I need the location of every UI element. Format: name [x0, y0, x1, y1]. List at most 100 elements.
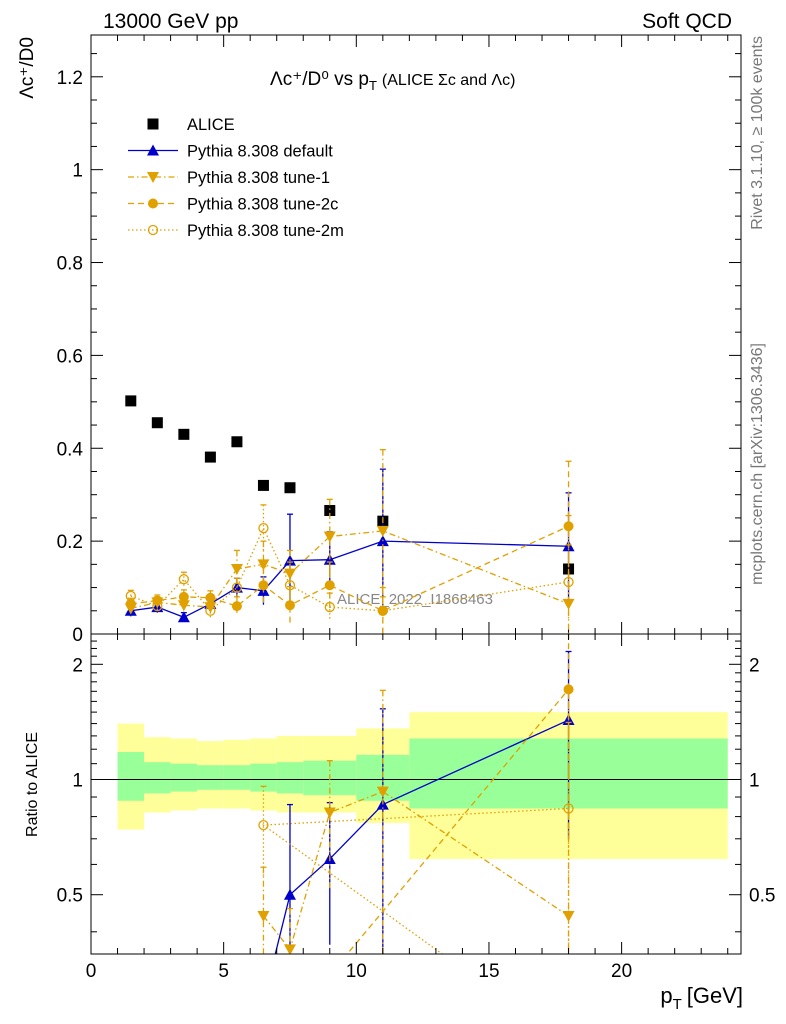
x-tick-label: 15	[478, 961, 499, 982]
legend-label-alice: ALICE	[187, 116, 235, 134]
main-y-tick-label: 1	[72, 161, 83, 182]
ratio-frame	[90, 633, 742, 955]
legend-item-tune2m: Pythia 8.308 tune-2m	[128, 222, 344, 240]
main-y-tick-label: 0.2	[57, 532, 83, 553]
series-line-tune2c	[130, 525, 569, 612]
ratio-point-tune1	[257, 910, 270, 922]
ratio-point-tune1	[376, 786, 389, 798]
x-axis-label: pT [GeV]	[660, 983, 743, 1013]
point-alice	[324, 504, 336, 516]
point-alice	[231, 436, 243, 448]
point-tune2m	[324, 601, 335, 613]
point-tune1	[230, 563, 243, 575]
point-tune2c	[178, 591, 189, 602]
legend-item-tune1: Pythia 8.308 tune-1	[128, 169, 330, 187]
point-tune2m	[125, 590, 136, 602]
point-alice	[284, 482, 296, 494]
legend-marker-tune1	[147, 172, 159, 183]
main-y-tick-label: 1.2	[57, 68, 83, 89]
point-tune2m	[258, 522, 269, 534]
ratio-point-tune1	[323, 807, 336, 819]
x-axis-label-unit: [GeV]	[687, 983, 743, 1008]
ratio-y-tick-label: 1	[72, 771, 83, 792]
x-tick-label: 20	[611, 961, 632, 982]
point-tune2c	[231, 601, 242, 612]
point-tune2m	[152, 600, 163, 612]
ratio-point-tune1	[283, 944, 296, 954]
series-alice	[125, 395, 575, 575]
uncertainty-band-green	[197, 765, 224, 790]
legend-item-alice: ALICE	[147, 116, 235, 134]
ratio-point-tune1	[562, 910, 575, 922]
point-tune2m	[284, 580, 296, 591]
main-ylabel: Λc⁺/D0	[17, 37, 38, 99]
rivet-label: Rivet 3.1.10, ≥ 100k events	[749, 36, 766, 230]
point-alice	[178, 428, 190, 440]
point-tune2m	[231, 582, 243, 593]
point-alice	[151, 417, 163, 429]
point-tune2c	[125, 598, 136, 609]
uncertainty-band-green	[276, 762, 304, 794]
legend-label-tune1: Pythia 8.308 tune-1	[187, 169, 330, 187]
legend-label-tune2c: Pythia 8.308 tune-2c	[187, 196, 338, 214]
main-title-text: Λc⁺/D⁰ vs p	[270, 69, 369, 90]
ratio-y-tick-label-right: 1	[749, 771, 760, 792]
point-tune2m	[205, 605, 216, 616]
uncertainty-band-green	[117, 752, 145, 801]
point-tune1	[376, 525, 389, 537]
point-tune2c	[324, 580, 335, 591]
uncertainty-band-green	[223, 765, 251, 790]
point-tune2m	[563, 576, 574, 588]
series-line-tune1	[130, 530, 569, 610]
uncertainty-band-green	[144, 762, 171, 794]
legend-marker-alice	[147, 118, 159, 130]
series-tune2m	[125, 504, 574, 625]
point-default	[177, 611, 190, 623]
legend-item-tune2c: Pythia 8.308 tune-2c	[128, 196, 338, 214]
ratio-point-tune2c	[563, 684, 574, 695]
point-tune1	[204, 602, 217, 614]
ratio-line-tune2c	[346, 688, 570, 954]
point-tune2m	[178, 574, 190, 585]
point-tune2c	[258, 580, 269, 591]
legend-label-tune2m: Pythia 8.308 tune-2m	[187, 222, 344, 240]
x-tick-label: 10	[346, 961, 367, 982]
watermark: ALICE_2022_I1868463	[337, 591, 493, 608]
ratio-point-tune2m	[258, 819, 269, 831]
point-tune1	[177, 600, 190, 612]
legend-item-default: Pythia 8.308 default	[128, 143, 333, 161]
x-tick-label: 0	[86, 961, 97, 982]
x-axis-label-main: p	[660, 983, 672, 1008]
header-right: Soft QCD	[642, 10, 732, 33]
main-y-tick-label: 0.6	[57, 346, 83, 367]
ratio-y-tick-label-right: 2	[749, 655, 760, 676]
point-tune2m	[377, 605, 388, 616]
ratio-ylabel: Ratio to ALICE	[24, 732, 41, 837]
legend-marker-default	[147, 144, 159, 156]
main-title-sub: T	[369, 78, 377, 93]
point-alice	[125, 395, 137, 407]
ratio-series-group	[257, 634, 575, 954]
legend-marker-tune2c	[148, 198, 158, 209]
mcplots-label: mcplots.cern.ch [arXiv:1306.3436]	[749, 343, 766, 585]
ratio-point-default	[283, 888, 296, 900]
point-tune2c	[205, 592, 216, 603]
main-title: Λc⁺/D⁰ vs pT (ALICE Σc and Λc)	[270, 69, 515, 93]
x-axis-label-sub: T	[673, 996, 682, 1013]
point-tune1	[323, 531, 336, 543]
main-plot: ALICE_2022_I1868463 0 0.2 0.4 0.6 0.8 1 1.2 AL…	[17, 34, 742, 646]
main-title-note: (ALICE Σc and Λc)	[382, 72, 516, 89]
x-tick-label: 5	[218, 961, 229, 982]
ratio-point-tune2m	[563, 803, 574, 814]
ratio-y-tick-label: 0.5	[57, 886, 83, 907]
ratio-series-tune2m	[258, 721, 574, 954]
point-alice	[257, 479, 269, 491]
ratio-plot: 0.5 0.51 12 20 5 10 15 20 Ratio to ALICE pT [GeV…	[24, 633, 775, 1013]
main-y-tick-label: 0	[72, 625, 83, 646]
uncertainty-band-green	[170, 763, 198, 792]
main-y-tick-label: 0.4	[57, 439, 84, 460]
point-tune1	[257, 559, 270, 571]
point-alice	[204, 451, 216, 463]
main-y-tick-label: 0.8	[57, 254, 83, 275]
